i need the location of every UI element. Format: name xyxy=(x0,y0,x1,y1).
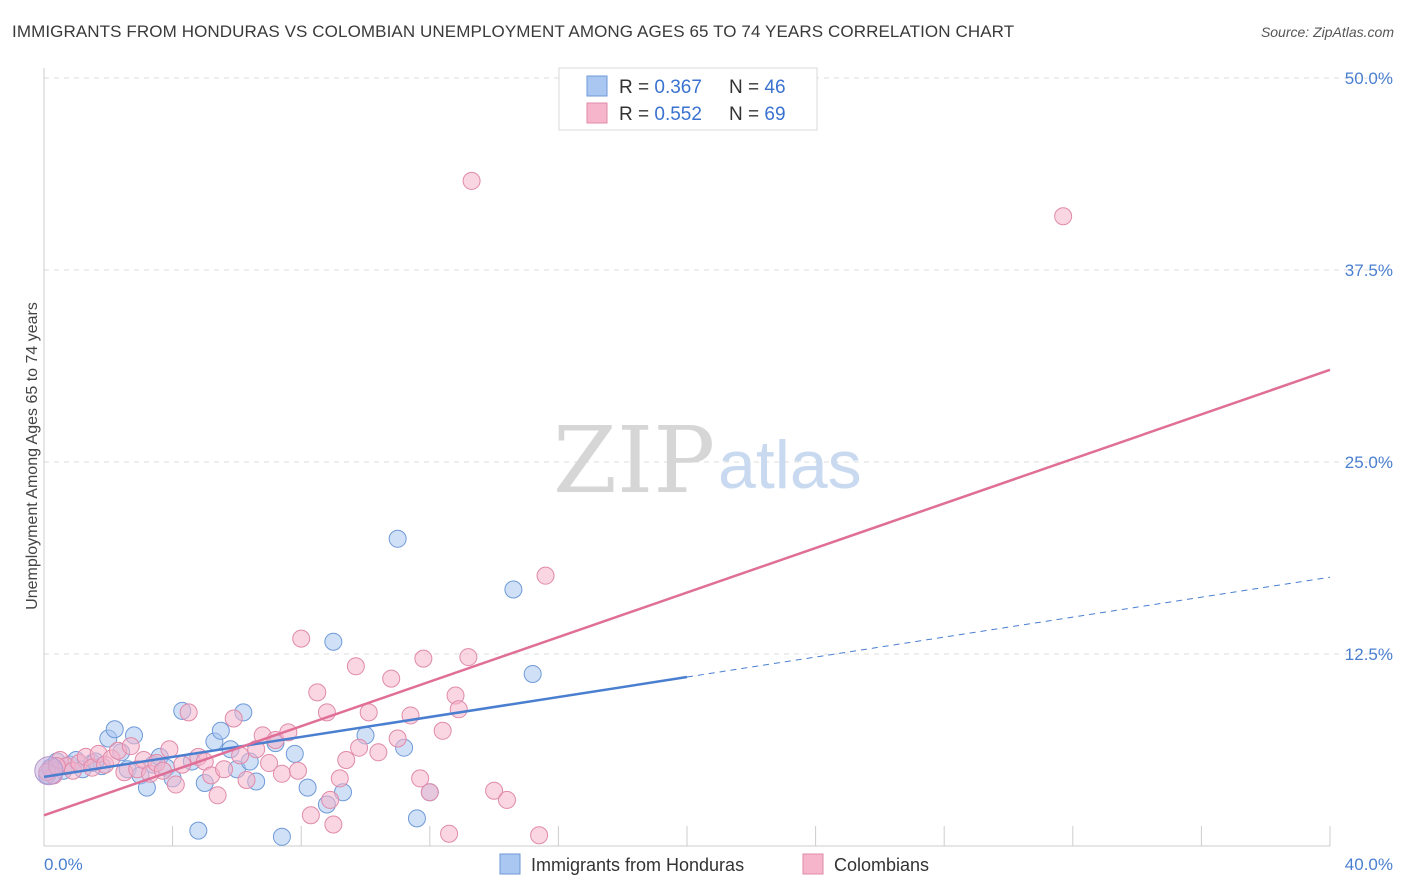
legend-r-honduras: 0.367 xyxy=(654,77,702,98)
colombians-point-49 xyxy=(369,743,388,762)
bottom-legend-swatch-honduras xyxy=(499,853,521,875)
colombians-point-44 xyxy=(330,769,349,788)
x-tick-label-min: 0.0% xyxy=(44,855,83,874)
legend-n-colombians: 69 xyxy=(764,104,785,125)
colombians-point-19 xyxy=(160,740,179,759)
honduras-point-35 xyxy=(324,632,343,651)
legend-box: R = 0.367 N = 46 R = 0.552 N = 69 xyxy=(558,67,818,131)
honduras-point-40 xyxy=(407,809,426,828)
y-tick-label-2: 37.5% xyxy=(1345,261,1393,280)
colombians-point-37 xyxy=(288,761,307,780)
trend-line-honduras xyxy=(43,675,688,779)
trend-line-colombians xyxy=(43,368,1331,817)
x-tick-label-max: 40.0% xyxy=(1345,855,1393,874)
colombians-point-65 xyxy=(536,566,555,585)
legend-swatch-colombians xyxy=(586,102,608,124)
colombians-point-56 xyxy=(433,721,452,740)
chart-title: IMMIGRANTS FROM HONDURAS VS COLOMBIAN UN… xyxy=(12,22,1015,41)
colombians-point-62 xyxy=(485,781,504,800)
svg-text:N = 46: N = 46 xyxy=(729,77,786,98)
honduras-point-43 xyxy=(523,664,542,683)
colombians-point-43 xyxy=(324,815,343,834)
bottom-legend-label-honduras: Immigrants from Honduras xyxy=(531,855,744,875)
legend-r-colombians: 0.552 xyxy=(654,104,702,125)
legend-r-label-colombians: R = xyxy=(619,104,654,125)
grid-lines xyxy=(44,77,1394,655)
series-honduras-points xyxy=(38,529,542,846)
bottom-legend: Immigrants from Honduras Colombians xyxy=(499,853,929,875)
colombians-point-35 xyxy=(272,764,291,783)
y-tick-label-3: 50.0% xyxy=(1345,69,1393,88)
colombians-point-66 xyxy=(1054,207,1073,226)
colombians-point-26 xyxy=(208,786,227,805)
colombians-point-42 xyxy=(321,790,340,809)
colombians-point-20 xyxy=(166,775,185,794)
honduras-point-38 xyxy=(388,529,407,548)
legend-r-label-honduras: R = xyxy=(619,77,654,98)
svg-text:R = 0.552: R = 0.552 xyxy=(619,104,702,125)
colombians-point-13 xyxy=(121,737,140,756)
colombians-point-59 xyxy=(449,700,468,719)
svg-text:R = 0.367: R = 0.367 xyxy=(619,77,702,98)
honduras-point-21 xyxy=(189,821,208,840)
source-note: Source: ZipAtlas.com xyxy=(1260,24,1394,40)
colombians-point-60 xyxy=(459,648,478,667)
y-tick-labels: 12.5% 25.0% 37.5% 50.0% xyxy=(1345,69,1393,664)
honduras-point-9 xyxy=(105,720,124,739)
honduras-point-33 xyxy=(298,778,317,797)
y-tick-label-0: 12.5% xyxy=(1345,645,1393,664)
honduras-point-24 xyxy=(211,721,230,740)
colombians-point-51 xyxy=(388,729,407,748)
colombians-point-46 xyxy=(346,657,365,676)
colombians-point-38 xyxy=(292,629,311,648)
colombians-point-63 xyxy=(497,790,516,809)
trend-line-honduras-extension xyxy=(686,576,1331,678)
colombians-point-47 xyxy=(350,738,369,757)
watermark-zip: ZIP xyxy=(553,407,715,514)
legend-n-label-honduras: N = xyxy=(729,77,764,98)
colombians-point-48 xyxy=(359,703,378,722)
y-tick-label-1: 25.0% xyxy=(1345,453,1393,472)
colombians-point-61 xyxy=(462,171,481,190)
cluster-point-origin xyxy=(34,756,64,786)
watermark-atlas: atlas xyxy=(718,427,862,503)
legend-n-honduras: 46 xyxy=(764,77,785,98)
colombians-point-54 xyxy=(414,649,433,668)
colombians-point-28 xyxy=(224,709,243,728)
colombians-point-64 xyxy=(530,826,549,845)
colombians-point-33 xyxy=(260,754,279,773)
colombians-point-39 xyxy=(301,806,320,825)
axes xyxy=(43,68,1331,847)
colombians-point-40 xyxy=(308,683,327,702)
colombians-point-27 xyxy=(215,760,234,779)
colombians-point-57 xyxy=(440,824,459,843)
honduras-point-42 xyxy=(504,580,523,599)
svg-text:N = 69: N = 69 xyxy=(729,104,786,125)
legend-n-label-colombians: N = xyxy=(729,104,764,125)
honduras-point-32 xyxy=(285,744,304,763)
y-axis-label: Unemployment Among Ages 65 to 74 years xyxy=(24,302,41,610)
colombians-point-53 xyxy=(411,769,430,788)
honduras-point-31 xyxy=(272,827,291,846)
bottom-legend-swatch-colombians xyxy=(802,853,824,875)
series-colombians-points xyxy=(34,171,1073,845)
colombians-point-50 xyxy=(382,669,401,688)
bottom-legend-label-colombians: Colombians xyxy=(834,855,929,875)
colombians-point-30 xyxy=(237,770,256,789)
legend-swatch-honduras xyxy=(586,75,608,97)
trend-lines xyxy=(43,368,1331,817)
colombians-point-55 xyxy=(420,783,439,802)
colombians-point-22 xyxy=(179,703,198,722)
colombians-point-45 xyxy=(337,750,356,769)
